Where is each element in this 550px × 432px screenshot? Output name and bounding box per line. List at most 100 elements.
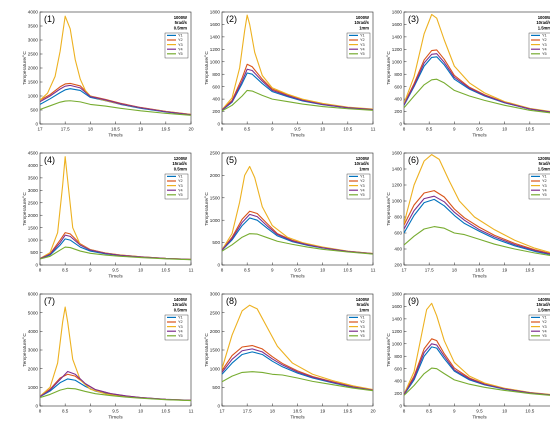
series-line-y3 bbox=[222, 304, 373, 391]
y-tick-label: 1600 bbox=[210, 22, 221, 27]
y-tick-label: 1600 bbox=[392, 22, 403, 27]
y-tick-label: 0 bbox=[217, 404, 220, 409]
series-line-y3 bbox=[222, 14, 373, 111]
y-tick-label: 2000 bbox=[210, 329, 221, 334]
x-tick-label: 18.5 bbox=[293, 409, 302, 414]
x-tick-label: 11 bbox=[371, 268, 376, 273]
axes-box bbox=[403, 293, 550, 407]
panel-6: 200 400 600 800 1000 1200 1400 1600 17 17.5 18 18.5… bbox=[386, 151, 550, 280]
y-tick-label: 1200 bbox=[392, 47, 403, 52]
parameter-annotation: 1mm bbox=[359, 166, 369, 171]
y-tick-label: 3500 bbox=[28, 175, 39, 180]
parameter-annotation: 10rad/s bbox=[354, 161, 369, 166]
y-tick-label: 1200 bbox=[210, 47, 221, 52]
y-tick-label: 500 bbox=[212, 240, 220, 245]
y-tick-label: 1400 bbox=[210, 34, 221, 39]
y-tick-label: 1000 bbox=[210, 218, 221, 223]
y-axis-label: Temperature/°C bbox=[204, 51, 210, 85]
legend-label: Y4 bbox=[542, 188, 547, 192]
x-tick-label: 10.5 bbox=[525, 127, 534, 132]
legend-label: Y5 bbox=[178, 52, 183, 56]
legend-label: Y5 bbox=[360, 334, 365, 338]
y-tick-label: 1800 bbox=[392, 292, 403, 297]
x-axis-label: Time/s bbox=[472, 274, 487, 280]
legend-box bbox=[528, 314, 550, 341]
axes-box bbox=[39, 293, 192, 407]
series-line-y5 bbox=[404, 226, 550, 256]
parameter-annotation: 5rad/s bbox=[357, 302, 370, 307]
axes-box bbox=[221, 152, 374, 266]
y-tick-label: 400 bbox=[394, 247, 402, 252]
x-tick-label: 9 bbox=[89, 268, 92, 273]
parameter-annotation: 1400W bbox=[174, 297, 187, 302]
y-tick-label: 1400 bbox=[392, 167, 403, 172]
y-tick-label: 1200 bbox=[392, 183, 403, 188]
axes-box bbox=[403, 11, 550, 125]
y-axis-label: Temperature/°C bbox=[386, 51, 392, 85]
legend-box bbox=[346, 173, 371, 200]
legend-label: Y3 bbox=[360, 43, 365, 47]
x-tick-label: 18.5 bbox=[111, 127, 120, 132]
series-group bbox=[222, 165, 373, 255]
y-tick-label: 1000 bbox=[28, 238, 39, 243]
axes-box bbox=[39, 11, 192, 125]
y-tick-label: 500 bbox=[30, 108, 38, 113]
y-tick-label: 1000 bbox=[28, 94, 39, 99]
x-tick-label: 8 bbox=[221, 127, 224, 132]
legend-label: Y2 bbox=[178, 38, 183, 42]
panel-label: (6) bbox=[408, 155, 419, 165]
x-tick-label: 10 bbox=[320, 268, 326, 273]
x-axis-label: Time/s bbox=[472, 415, 487, 421]
panel-1: 0 500 1000 1500 2000 2500 3000 3500 4000 17 17.5 18… bbox=[22, 10, 194, 139]
x-tick-label: 10.5 bbox=[161, 268, 170, 273]
parameter-annotation: 1.5mm bbox=[538, 307, 550, 312]
y-tick-label: 200 bbox=[212, 109, 220, 114]
panel-5: 0 500 1000 1500 2000 2500 8 8.5 9 9.5 10 10.5 11 Time… bbox=[204, 151, 376, 280]
x-axis-label: Time/s bbox=[108, 415, 123, 421]
x-tick-label: 9.5 bbox=[112, 268, 119, 273]
parameter-annotation: 5rad/s bbox=[539, 161, 550, 166]
y-tick-label: 200 bbox=[394, 391, 402, 396]
legend-label: Y2 bbox=[178, 179, 183, 183]
y-tick-label: 3000 bbox=[210, 292, 221, 297]
series-line-y4 bbox=[40, 234, 191, 261]
series-line-y5 bbox=[222, 233, 373, 255]
y-tick-label: 1800 bbox=[392, 10, 403, 15]
x-tick-label: 10.5 bbox=[161, 409, 170, 414]
series-line-y4 bbox=[40, 84, 191, 116]
axes-box bbox=[39, 152, 192, 266]
y-tick-label: 0 bbox=[35, 263, 38, 268]
x-tick-label: 9.5 bbox=[294, 268, 301, 273]
x-tick-label: 9 bbox=[271, 127, 274, 132]
legend-label: Y2 bbox=[360, 320, 365, 324]
series-group bbox=[40, 306, 191, 402]
y-tick-label: 0 bbox=[399, 122, 402, 127]
legend-label: Y2 bbox=[178, 320, 183, 324]
y-axis-label: Temperature/°C bbox=[22, 51, 28, 85]
series-line-y5 bbox=[40, 246, 191, 261]
panel-label: (9) bbox=[408, 296, 419, 306]
x-tick-label: 19 bbox=[138, 127, 144, 132]
y-tick-label: 2500 bbox=[28, 200, 39, 205]
y-axis-label: Temperature/°C bbox=[22, 333, 28, 367]
x-tick-label: 8 bbox=[403, 127, 406, 132]
series-line-y5 bbox=[404, 78, 550, 114]
x-axis-label: Time/s bbox=[472, 133, 487, 139]
legend-label: Y3 bbox=[360, 325, 365, 329]
y-tick-label: 6000 bbox=[28, 292, 39, 297]
legend-label: Y3 bbox=[178, 43, 183, 47]
parameter-annotation: 15rad/s bbox=[172, 161, 187, 166]
legend-label: Y3 bbox=[542, 325, 547, 329]
y-tick-label: 0 bbox=[399, 404, 402, 409]
series-line-y2 bbox=[404, 190, 550, 254]
y-tick-label: 1500 bbox=[28, 80, 39, 85]
x-tick-label: 18 bbox=[88, 127, 94, 132]
legend-label: Y5 bbox=[178, 193, 183, 197]
legend-label: Y3 bbox=[542, 184, 547, 188]
y-tick-label: 1800 bbox=[210, 10, 221, 15]
parameter-annotation: 1200W bbox=[174, 156, 187, 161]
panel-7: 0 1000 2000 3000 4000 5000 6000 8 8.5 9 9.5 10 10.5 1… bbox=[22, 292, 194, 421]
y-axis-label: Temperature/°C bbox=[204, 333, 210, 367]
series-group bbox=[222, 14, 373, 112]
